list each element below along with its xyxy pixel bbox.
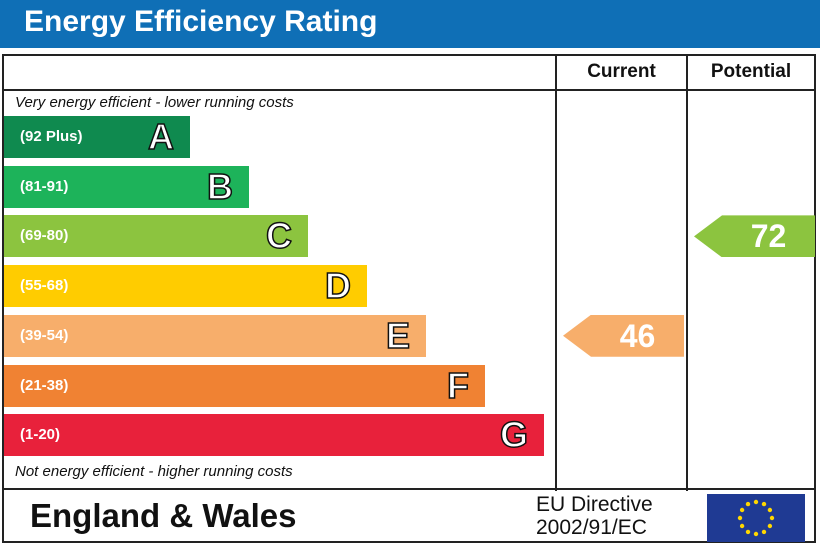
band-a: (92 Plus) A (4, 115, 190, 158)
flag-star (737, 515, 743, 521)
band-letter-label: B (206, 165, 234, 208)
eu-directive: EU Directive 2002/91/EC (536, 493, 653, 539)
title-bar: Energy Efficiency Rating (0, 0, 820, 48)
band-g: (1-20) G (4, 413, 544, 457)
band-d: (55-68) D (4, 264, 367, 308)
potential-column-header: Potential (710, 61, 792, 82)
flag-star (739, 507, 745, 513)
flag-star (761, 501, 767, 507)
flag-star (753, 531, 759, 537)
country-label: England & Wales (30, 497, 297, 534)
band-e: (39-54) E (4, 314, 426, 357)
directive-line-1: EU Directive (536, 493, 653, 516)
flag-star (745, 529, 751, 535)
band-b: (81-91) B (4, 165, 249, 208)
current-column-divider (555, 54, 557, 491)
flag-star (761, 529, 767, 535)
flag-star (745, 501, 751, 507)
rating-frame (2, 54, 816, 543)
band-range-label: (92 Plus) (20, 128, 83, 145)
band-letter-label: C (265, 215, 293, 258)
band-range-label: (21-38) (20, 376, 69, 394)
band-range-label: (69-80) (20, 227, 69, 245)
potential-column-divider (686, 54, 688, 491)
current-rating-arrow: 46 (563, 314, 684, 357)
band-f: (21-38) F (4, 364, 485, 407)
flag-star (767, 523, 773, 529)
band-range-label: (55-68) (20, 277, 69, 295)
eu-flag-icon (707, 494, 805, 542)
flag-star (769, 515, 775, 521)
band-letter-label: G (499, 413, 529, 456)
flag-star (767, 507, 773, 513)
band-range-label: (81-91) (20, 177, 69, 195)
current-rating-value: 46 (619, 317, 656, 354)
top-note: Very energy efficient - lower running co… (15, 94, 294, 111)
flag-star (739, 523, 745, 529)
current-column-header: Current (587, 61, 656, 82)
header-divider (2, 89, 816, 91)
directive-line-2: 2002/91/EC (536, 516, 647, 539)
flag-star (753, 499, 759, 505)
potential-rating-arrow: 72 (694, 215, 815, 258)
potential-rating-value: 72 (750, 218, 787, 255)
band-letter-label: A (147, 115, 175, 158)
band-range-label: (1-20) (20, 426, 61, 444)
band-letter-label: D (324, 264, 352, 307)
band-c: (69-80) C (4, 215, 308, 258)
chart-title: Energy Efficiency Rating (24, 5, 378, 38)
bottom-note: Not energy efficient - higher running co… (15, 463, 293, 480)
band-range-label: (39-54) (20, 326, 69, 344)
band-letter-label: E (385, 314, 411, 357)
footer-divider (2, 488, 816, 490)
band-letter-label: F (446, 364, 470, 407)
